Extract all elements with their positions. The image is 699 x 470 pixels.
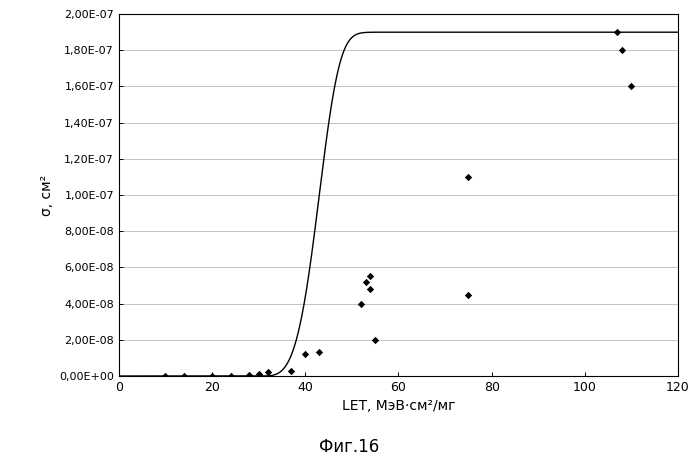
Point [300,351,311,358]
X-axis label: LET, МэВ·см²/мг: LET, МэВ·см²/мг [342,400,455,414]
Text: Фиг.16: Фиг.16 [319,438,380,456]
Point [463,173,474,180]
Point [160,372,171,380]
Point [617,47,628,54]
Point [262,368,273,376]
Point [178,372,189,380]
Point [225,372,236,380]
Point [626,83,637,90]
Point [463,291,474,298]
Point [206,372,217,380]
Point [365,273,376,280]
Point [360,278,371,286]
Point [612,28,623,36]
Point [286,367,297,374]
Point [253,370,264,378]
Y-axis label: σ, см²: σ, см² [40,174,54,216]
Point [244,371,255,379]
Point [356,300,367,307]
Point [365,285,376,293]
Point [314,349,325,356]
Point [370,336,381,344]
